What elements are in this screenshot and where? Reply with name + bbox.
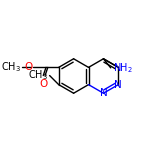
Text: O: O [24, 62, 32, 72]
Text: N: N [100, 88, 107, 98]
Text: CH$_3$: CH$_3$ [1, 60, 21, 74]
Text: N: N [114, 80, 122, 90]
Text: NH$_2$: NH$_2$ [112, 61, 132, 75]
Text: CH$_3$: CH$_3$ [28, 69, 48, 82]
Text: O: O [39, 79, 47, 89]
